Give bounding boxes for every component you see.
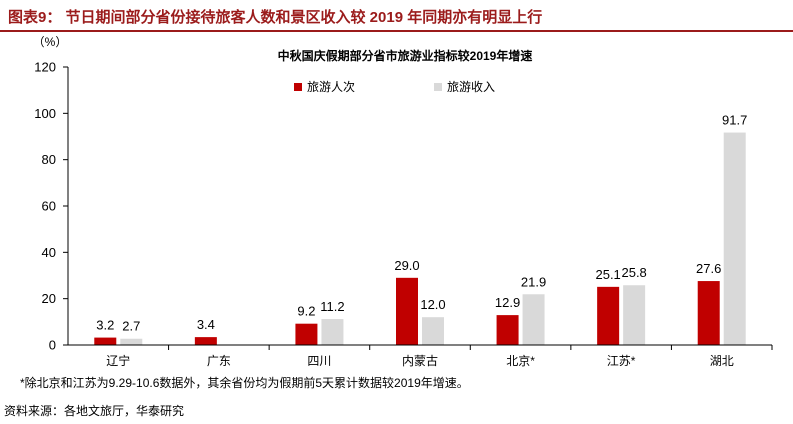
y-tick-label: 80 bbox=[42, 152, 56, 167]
x-tick-label: 北京* bbox=[506, 354, 535, 368]
bars bbox=[94, 132, 746, 345]
bar-value-label: 11.2 bbox=[320, 299, 344, 314]
x-tick-label: 江苏* bbox=[607, 354, 636, 368]
legend-swatch bbox=[294, 83, 302, 91]
bar-revenue bbox=[522, 294, 545, 345]
bar-visitors bbox=[597, 286, 620, 345]
bar-value-label: 12.0 bbox=[420, 297, 445, 312]
y-axis-label: （%） bbox=[33, 35, 68, 49]
x-tick-label: 内蒙古 bbox=[402, 353, 438, 368]
bar-visitors bbox=[94, 337, 117, 345]
bar-revenue bbox=[723, 132, 746, 345]
y-tick-label: 20 bbox=[42, 291, 56, 306]
bar-revenue bbox=[422, 317, 444, 345]
bar-value-label: 9.2 bbox=[297, 304, 315, 319]
footnote: *除北京和江苏为9.29-10.6数据外，其余省份均为假期前5天累计数据较201… bbox=[20, 376, 469, 390]
bar-visitors bbox=[295, 323, 318, 345]
chart-title: 中秋国庆假期部分省市旅游业指标较2019年增速 bbox=[278, 48, 533, 63]
y-tick-label: 60 bbox=[42, 199, 56, 214]
y-tick-label: 100 bbox=[34, 106, 56, 121]
legend-swatch bbox=[434, 83, 442, 91]
figure-header: 图表9： 节日期间部分省份接待旅客人数和景区收入较 2019 年同期亦有明显上行 bbox=[0, 0, 793, 32]
bar-visitors bbox=[396, 277, 418, 345]
bar-value-label: 27.6 bbox=[696, 261, 721, 276]
bar-value-label: 12.9 bbox=[495, 295, 520, 310]
source-note: 资料来源：各地文旅厅，华泰研究 bbox=[4, 404, 185, 418]
bar-revenue bbox=[321, 319, 344, 345]
y-tick-label: 0 bbox=[49, 338, 56, 353]
bar-value-label: 29.0 bbox=[394, 258, 419, 273]
value-labels: 3.2 2.7 3.4 9.2 11.2 29.0 12.0 12.921.9 25.1 25.8… bbox=[96, 113, 747, 334]
bar-visitors bbox=[194, 337, 217, 345]
bar-value-label: 25.8 bbox=[621, 265, 646, 280]
bar-visitors bbox=[496, 315, 519, 345]
bar-value-label: 3.4 bbox=[197, 317, 215, 332]
x-axis: 辽宁 广东 四川 内蒙古 北京* 江苏* 湖北 bbox=[68, 344, 773, 368]
bar-visitors bbox=[697, 281, 720, 345]
bar-value-label: 3.2 bbox=[96, 318, 114, 333]
legend-label: 旅游收入 bbox=[447, 80, 495, 94]
y-tick-label: 120 bbox=[34, 60, 56, 75]
bar-value-label: 21.9 bbox=[521, 274, 546, 289]
x-tick-label: 辽宁 bbox=[106, 353, 130, 368]
x-tick-label: 四川 bbox=[307, 354, 331, 368]
figure-title: 图表9： 节日期间部分省份接待旅客人数和景区收入较 2019 年同期亦有明显上行 bbox=[8, 9, 543, 26]
bar-value-label: 2.7 bbox=[122, 319, 140, 334]
y-tick-label: 40 bbox=[42, 245, 56, 260]
bar-revenue bbox=[623, 285, 646, 345]
bar-value-label: 25.1 bbox=[595, 267, 620, 282]
x-tick-label: 湖北 bbox=[710, 353, 734, 368]
legend-label: 旅游人次 bbox=[307, 80, 355, 94]
legend: 旅游人次 旅游收入 bbox=[294, 80, 495, 94]
bar-value-label: 91.7 bbox=[722, 113, 747, 128]
y-axis-ticks: 0 20 40 60 80 100 120 bbox=[34, 60, 69, 353]
x-tick-label: 广东 bbox=[207, 354, 231, 368]
bar-revenue bbox=[120, 338, 143, 345]
